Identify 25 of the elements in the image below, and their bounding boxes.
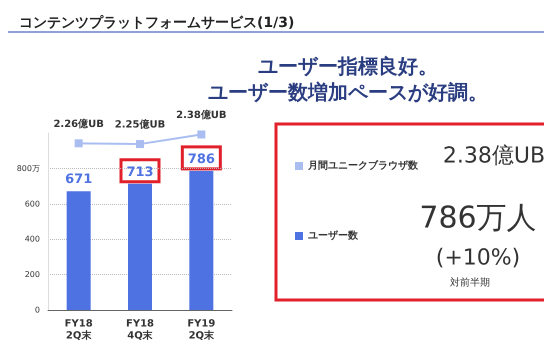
- text: 対前半期: [450, 276, 490, 288]
- legend-label: 月間ユニークブラウザ数: [307, 160, 419, 172]
- text: (+10%): [436, 246, 520, 270]
- bar: [66, 191, 91, 310]
- legend-label: ユーザー数: [308, 230, 359, 242]
- data-label: 786: [188, 152, 215, 167]
- data-label: 713: [126, 164, 154, 180]
- text: ユーザー指標良好。ユーザー数増加ペースが好調。: [208, 54, 488, 104]
- y-tick-label: 400: [24, 234, 40, 244]
- bar: [128, 184, 152, 310]
- text: 786万人: [419, 200, 537, 236]
- y-tick-label: 800万: [16, 164, 40, 173]
- x-tick-label: FY18 2Q末: [64, 318, 93, 342]
- y-tick-label: 0: [34, 306, 40, 314]
- x-tick-label: FY18 4Q末: [126, 318, 154, 342]
- chart-title: コンテンツプラットフォームサービス(1/3): [19, 14, 294, 31]
- bar: [189, 170, 214, 310]
- text: 2.38億UB: [442, 144, 546, 168]
- data-label: 2.38億UB: [176, 108, 227, 121]
- y-tick-label: 200: [24, 270, 40, 280]
- data-label: 671: [65, 172, 92, 188]
- data-label: 2.25億UB: [114, 118, 166, 131]
- data-label: 2.26億UB: [53, 118, 104, 130]
- y-tick-label: 600: [24, 199, 40, 208]
- x-tick-label: FY19 2Q末: [187, 318, 216, 342]
